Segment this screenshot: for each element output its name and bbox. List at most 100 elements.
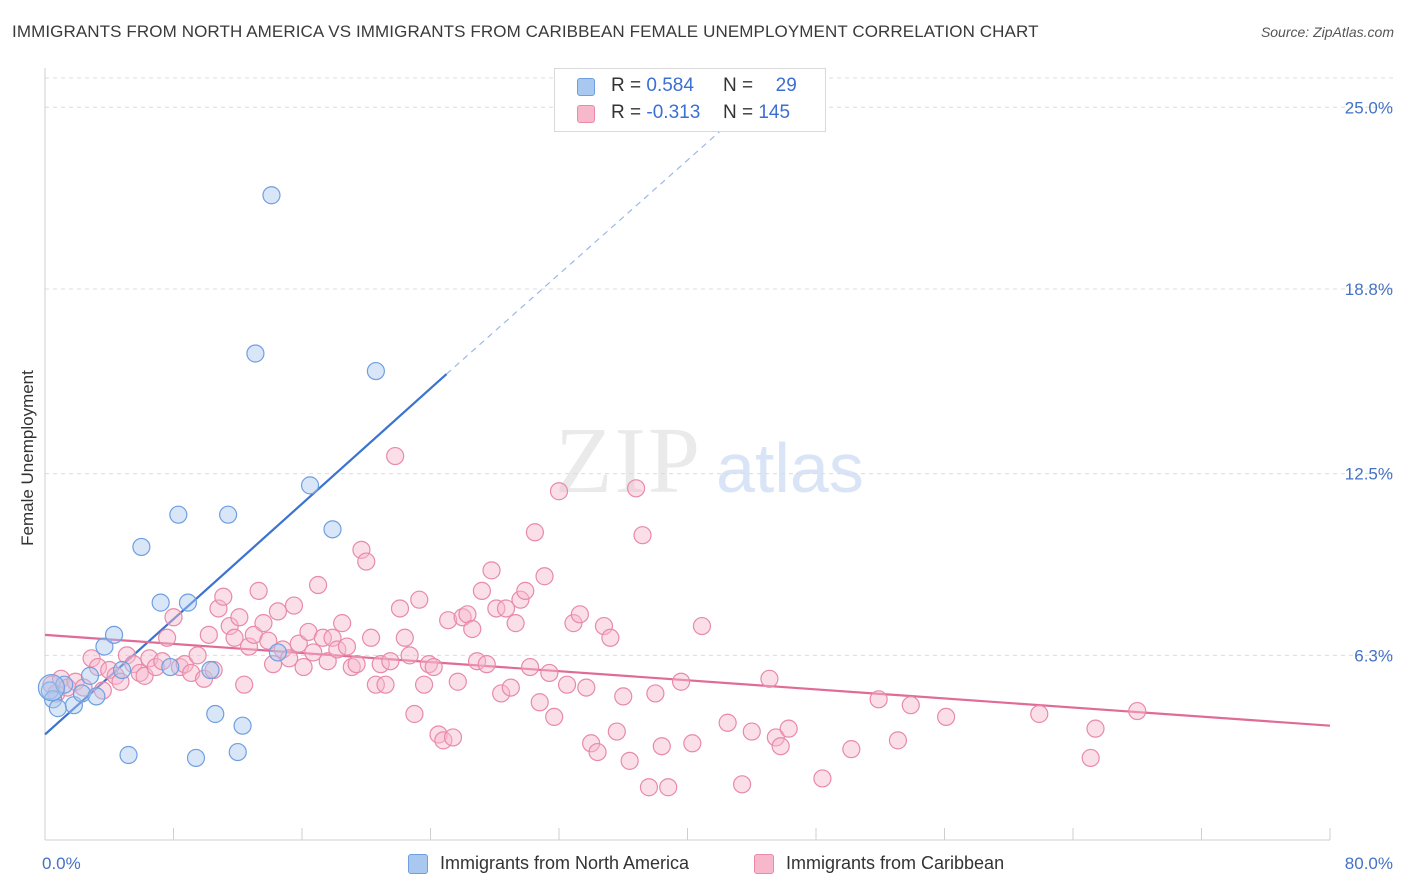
point-north-america (132, 537, 151, 557)
point-caribbean (366, 675, 385, 694)
point-caribbean (443, 728, 463, 747)
point-north-america (169, 505, 188, 524)
point-caribbean (405, 704, 424, 724)
point-north-america (366, 361, 385, 381)
point-caribbean (614, 687, 633, 706)
point-caribbean (209, 599, 228, 618)
stats-n-value: 29 (775, 75, 797, 96)
point-caribbean (439, 611, 458, 630)
point-north-america (48, 699, 67, 718)
point-caribbean (352, 540, 371, 559)
trend-lines (44, 109, 1331, 736)
y-tick-label: 25.0% (1345, 98, 1393, 117)
series-caribbean-points (42, 446, 1147, 797)
series-north-america-points (37, 186, 385, 768)
point-caribbean (225, 628, 244, 647)
point-caribbean (164, 608, 183, 627)
point-caribbean (692, 616, 712, 636)
chart-legend: Immigrants from North America Immigrants… (0, 852, 1406, 878)
point-caribbean (318, 652, 337, 671)
point-caribbean (419, 655, 438, 674)
point-caribbean (718, 713, 737, 732)
point-caribbean (284, 596, 304, 615)
point-north-america (161, 657, 180, 677)
stats-n-label: N = (722, 75, 754, 96)
point-caribbean (157, 628, 177, 647)
point-caribbean (249, 581, 268, 600)
point-caribbean (601, 628, 620, 647)
stats-swatch-north-america (577, 78, 595, 96)
stats-swatch-caribbean (577, 105, 595, 123)
point-caribbean (813, 769, 832, 788)
point-caribbean (477, 655, 496, 674)
point-caribbean (294, 657, 313, 677)
point-caribbean (188, 646, 207, 665)
y-tick-label: 18.8% (1345, 280, 1393, 299)
stats-r-value: 0.584 (646, 75, 694, 96)
point-caribbean (429, 725, 448, 744)
point-caribbean (671, 672, 691, 691)
stats-text-caribbean: R = -0.313 N = 145 (611, 102, 790, 124)
point-north-america (80, 666, 100, 685)
point-caribbean (376, 675, 395, 694)
point-caribbean (520, 657, 540, 677)
tick-labels: 6.3% 12.5% 18.8% 25.0% 0.0% 80.0% (42, 98, 1393, 873)
point-caribbean (633, 526, 652, 545)
point-caribbean (448, 672, 467, 691)
stats-r-label: R = (611, 75, 642, 96)
point-north-america (87, 687, 106, 706)
point-north-america (119, 745, 138, 765)
point-caribbean (530, 693, 549, 712)
point-caribbean (1128, 701, 1147, 721)
point-north-america (268, 643, 288, 662)
stats-r-value: -0.313 (646, 102, 701, 123)
point-caribbean (472, 581, 491, 600)
y-tick-label: 12.5% (1345, 465, 1393, 484)
point-north-america (95, 637, 114, 656)
point-caribbean (1081, 748, 1100, 768)
point-caribbean (239, 637, 259, 656)
point-caribbean (594, 616, 614, 636)
point-caribbean (557, 675, 577, 694)
point-north-america (262, 186, 281, 205)
point-caribbean (545, 707, 564, 727)
point-caribbean (395, 628, 414, 647)
point-caribbean (937, 707, 956, 727)
point-caribbean (337, 637, 357, 656)
axes (44, 68, 1331, 841)
x-tick-label: 80.0% (1345, 854, 1393, 873)
point-caribbean (308, 575, 328, 595)
point-caribbean (742, 722, 761, 741)
chart-title: IMMIGRANTS FROM NORTH AMERICA VS IMMIGRA… (12, 22, 1039, 41)
point-caribbean (577, 678, 596, 697)
point-caribbean (901, 696, 920, 715)
point-caribbean (842, 740, 861, 759)
point-north-america (151, 593, 170, 612)
point-caribbean (511, 590, 530, 609)
point-caribbean (254, 614, 273, 633)
point-caribbean (235, 675, 254, 694)
point-caribbean (1030, 704, 1049, 724)
point-caribbean (652, 737, 671, 756)
point-caribbean (414, 675, 434, 694)
point-caribbean (760, 669, 779, 688)
y-axis-label: Female Unemployment (18, 370, 37, 546)
stats-text-north-america: R = 0.584 N = 29 (611, 75, 797, 97)
trend-line-caribbean (44, 633, 1331, 727)
point-caribbean (607, 722, 626, 741)
point-caribbean (771, 737, 790, 756)
legend-label-north-america: Immigrants from North America (440, 853, 690, 873)
point-caribbean (453, 608, 472, 627)
x-tick-label: 0.0% (42, 854, 81, 873)
point-caribbean (659, 778, 678, 797)
point-north-america (246, 344, 265, 363)
point-caribbean (766, 728, 785, 747)
point-caribbean (869, 690, 888, 709)
grid-lines (45, 77, 1395, 656)
point-north-america (37, 673, 66, 702)
point-caribbean (386, 446, 405, 466)
point-caribbean (540, 663, 559, 683)
point-caribbean (199, 625, 218, 644)
point-caribbean (381, 652, 400, 671)
